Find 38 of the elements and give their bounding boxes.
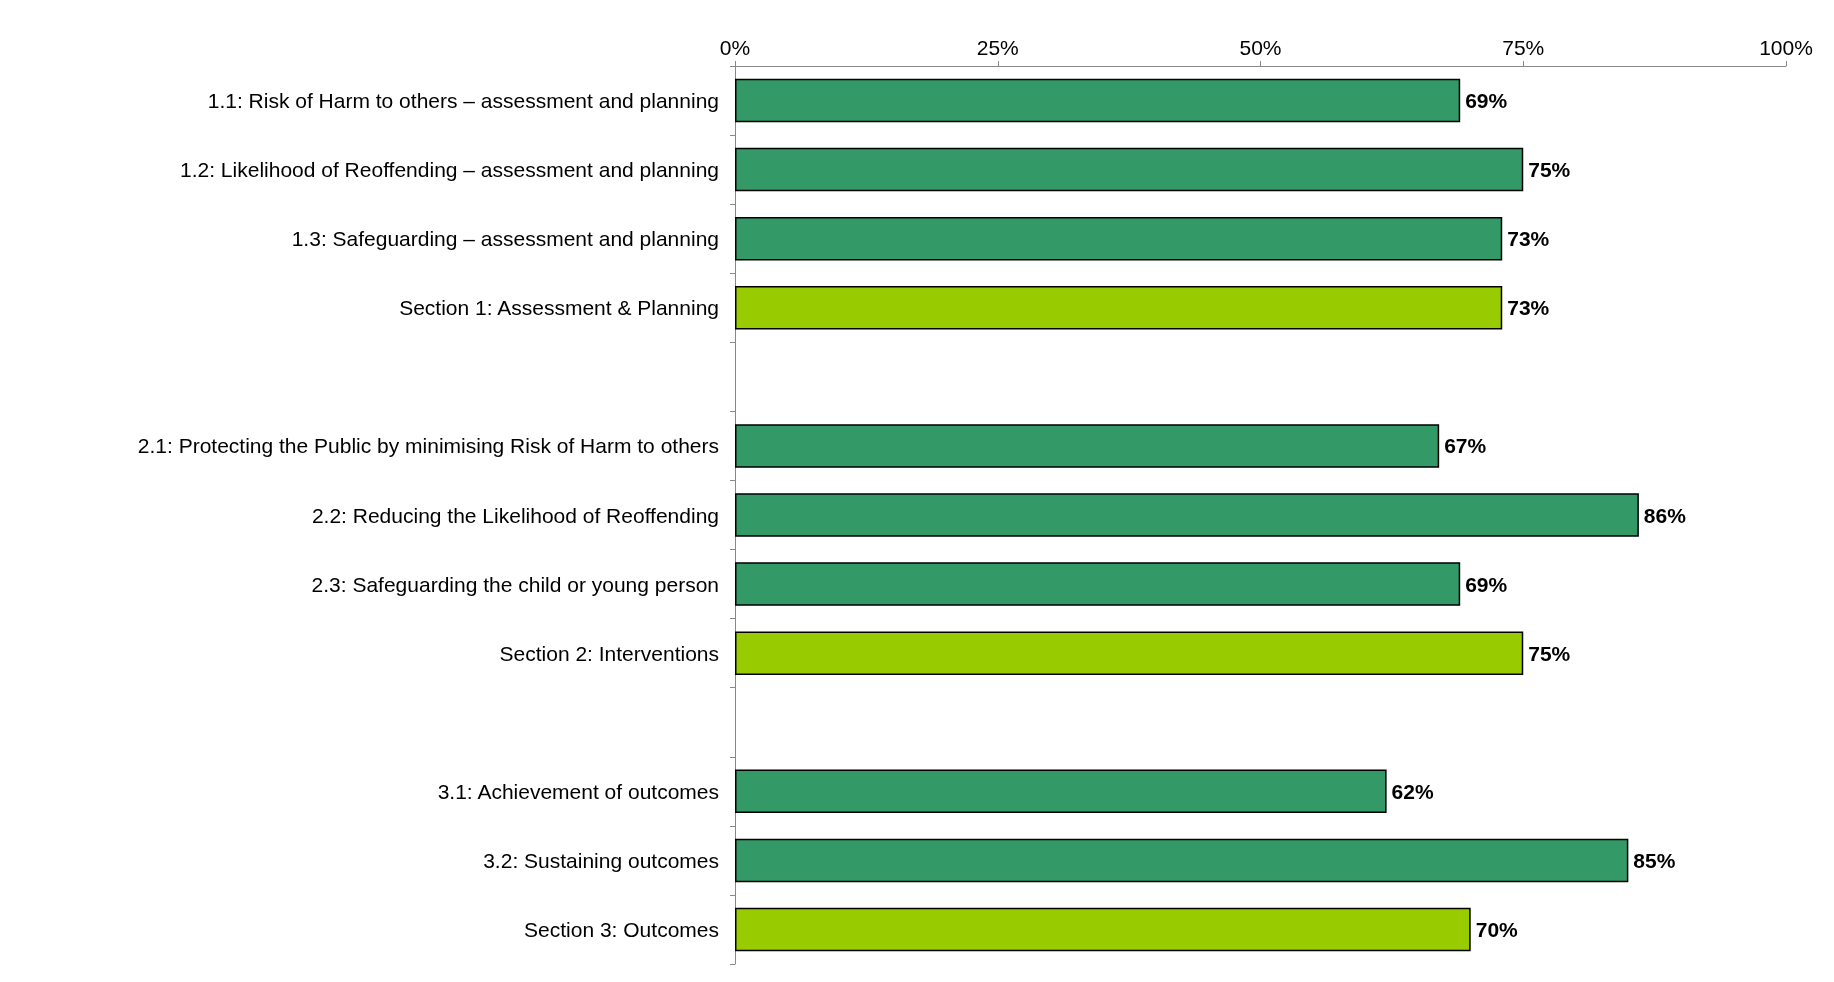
y-tick-label: 1.3: Safeguarding – assessment and planning — [291, 227, 719, 251]
data-label: 70% — [1475, 917, 1519, 941]
x-tick-label: 25% — [976, 36, 1019, 59]
bar — [735, 769, 1387, 814]
x-tick-label: 0% — [719, 36, 751, 59]
bar — [735, 562, 1461, 606]
bar — [735, 631, 1524, 675]
bar — [735, 286, 1503, 330]
bar — [735, 147, 1524, 192]
data-label: 75% — [1528, 158, 1571, 182]
y-tick-label: 1.1: Risk of Harm to others – assessment and planning — [207, 89, 719, 113]
y-tick-label: 2.1: Protecting the Public by minimising Risk of Harm to others — [137, 434, 719, 458]
y-tick-label: 3.2: Sustaining outcomes — [483, 848, 719, 872]
y-tick-label: 2.2: Reducing the Likelihood of Reoffending — [311, 503, 719, 527]
y-tick-label: 2.3: Safeguarding the child or young person — [311, 572, 719, 596]
bar — [735, 216, 1503, 261]
data-label: 67% — [1444, 434, 1487, 458]
y-tick-label: Section 3: Outcomes — [524, 917, 719, 941]
data-label: 69% — [1465, 572, 1508, 596]
x-tick-label: 75% — [1502, 36, 1545, 59]
y-tick-label: Section 2: Interventions — [499, 641, 719, 665]
data-label: 75% — [1528, 641, 1571, 665]
bar — [735, 838, 1629, 883]
bar — [735, 424, 1440, 468]
data-label: 73% — [1507, 227, 1550, 251]
data-label: 62% — [1391, 779, 1434, 803]
data-label: 86% — [1643, 503, 1687, 527]
data-label: 73% — [1507, 296, 1550, 320]
x-tick-label: 50% — [1239, 36, 1282, 59]
data-label: 85% — [1633, 848, 1676, 872]
x-tick-label: 100% — [1759, 36, 1813, 59]
data-label: 69% — [1465, 89, 1508, 113]
y-tick-label: Section 1: Assessment & Planning — [399, 296, 719, 320]
y-tick-label: 1.2: Likelihood of Reoffending – assessment and planning — [180, 158, 719, 182]
bar — [735, 493, 1639, 537]
y-tick-label: 3.1: Achievement of outcomes — [437, 779, 719, 803]
bar — [735, 907, 1471, 952]
bar — [735, 78, 1461, 123]
